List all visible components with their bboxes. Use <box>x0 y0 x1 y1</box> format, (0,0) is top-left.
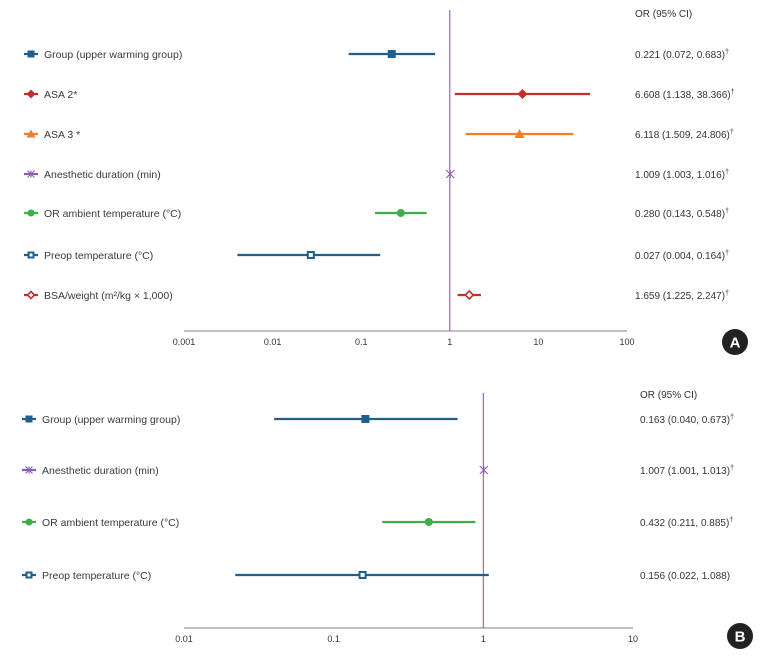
or-ci-value: 0.280 (0.143, 0.548)† <box>635 208 729 220</box>
panel-badge <box>727 623 753 649</box>
legend-marker-star <box>27 170 35 178</box>
row-bsa-weight-m-kg-1-000: BSA/weight (m²/kg × 1,000) 1.659 (1.225, … <box>24 289 729 302</box>
row-label: OR ambient temperature (°C) <box>42 517 179 529</box>
or-ci-value: 0.163 (0.040, 0.673)† <box>640 414 734 426</box>
row-anesthetic-duration-min: Anesthetic duration (min) 1.009 (1.003, 1… <box>24 169 729 181</box>
row-label: Group (upper warming group) <box>42 414 180 426</box>
legend-marker-triangle <box>26 129 36 138</box>
row-preop-temperature-c: Preop temperature (°C) 0.156 (0.022, 1.08… <box>22 570 730 582</box>
or-ci-value: 1.007 (1.001, 1.013)† <box>640 465 734 477</box>
row-label: ASA 2* <box>44 89 77 101</box>
or-point-star <box>445 169 455 179</box>
legend-marker-square-open <box>27 251 35 259</box>
or-ci-value: 1.659 (1.225, 2.247)† <box>635 290 729 302</box>
tick-label-1: 1 <box>481 634 486 644</box>
legend-marker-circle <box>27 209 35 217</box>
panel-letter: B <box>735 629 746 646</box>
panel-b: OR (95% CI) 0.01 0.1 1 10 Group (upper warmin… <box>22 390 753 649</box>
row-anesthetic-duration-min: Anesthetic duration (min) 1.007 (1.001, 1… <box>22 465 734 477</box>
panel-badge <box>722 329 748 355</box>
or-ci-value: 1.009 (1.003, 1.016)† <box>635 169 729 181</box>
row-label: Preop temperature (°C) <box>44 250 153 262</box>
panel-a: OR (95% CI) 0.001 0.01 0.1 1 10 100 Group (uppe… <box>24 9 748 355</box>
or-point-square-open <box>306 251 315 259</box>
tick-label-0-001: 0.001 <box>173 337 196 347</box>
or-ci-value: 0.027 (0.004, 0.164)† <box>635 250 729 262</box>
or-point-star <box>479 465 489 475</box>
tick-label-0-1: 0.1 <box>327 634 340 644</box>
legend-marker-star <box>25 466 33 474</box>
legend-marker-square <box>27 50 35 58</box>
or-point-diamond <box>517 89 528 99</box>
or-point-square <box>387 50 396 58</box>
tick-label-10: 10 <box>533 337 543 347</box>
or-point-triangle <box>514 129 525 138</box>
or-ci-header: OR (95% CI) <box>635 9 692 20</box>
or-ci-value: 0.156 (0.022, 1.088) <box>640 571 730 582</box>
or-point-circle <box>396 209 405 217</box>
legend-marker-circle <box>25 518 33 526</box>
legend-marker-diamond <box>26 89 36 99</box>
row-label: Group (upper warming group) <box>44 49 182 61</box>
row-asa-2: ASA 2* 6.608 (1.138, 38.366)† <box>24 89 735 101</box>
row-label: Anesthetic duration (min) <box>44 169 161 181</box>
row-preop-temperature-c: Preop temperature (°C) 0.027 (0.004, 0.16… <box>24 250 729 262</box>
tick-label-10: 10 <box>628 634 638 644</box>
tick-label-100: 100 <box>619 337 634 347</box>
or-point-diamond-open <box>464 289 475 301</box>
or-point-circle <box>424 518 433 526</box>
tick-label-0-01: 0.01 <box>175 634 193 644</box>
legend-marker-square <box>25 415 33 423</box>
row-label: Anesthetic duration (min) <box>42 465 159 477</box>
row-asa-3: ASA 3 * 6.118 (1.509, 24.806)† <box>24 129 734 141</box>
row-label: OR ambient temperature (°C) <box>44 208 181 220</box>
row-label: Preop temperature (°C) <box>42 570 151 582</box>
or-point-square <box>361 415 370 423</box>
row-label: ASA 3 * <box>44 129 80 141</box>
legend-marker-square-open <box>25 571 33 579</box>
row-or-ambient-temperature-c: OR ambient temperature (°C) 0.432 (0.211,… <box>22 517 733 529</box>
tick-label-0-01: 0.01 <box>264 337 282 347</box>
or-ci-value: 6.608 (1.138, 38.366)† <box>635 89 735 101</box>
row-group-upper-warming-group: Group (upper warming group) 0.163 (0.040,… <box>22 414 734 426</box>
tick-label-0-1: 0.1 <box>355 337 368 347</box>
or-ci-value: 0.221 (0.072, 0.683)† <box>635 49 729 61</box>
tick-label-1: 1 <box>447 337 452 347</box>
or-ci-value: 0.432 (0.211, 0.885)† <box>640 517 733 529</box>
row-or-ambient-temperature-c: OR ambient temperature (°C) 0.280 (0.143,… <box>24 208 729 220</box>
or-ci-value: 6.118 (1.509, 24.806)† <box>635 129 734 141</box>
row-label: BSA/weight (m²/kg × 1,000) <box>44 290 173 302</box>
or-ci-header: OR (95% CI) <box>640 390 697 401</box>
row-group-upper-warming-group: Group (upper warming group) 0.221 (0.072,… <box>24 49 729 61</box>
panel-letter: A <box>730 335 741 352</box>
or-point-square-open <box>358 571 367 579</box>
legend-marker-diamond-open <box>26 290 36 300</box>
